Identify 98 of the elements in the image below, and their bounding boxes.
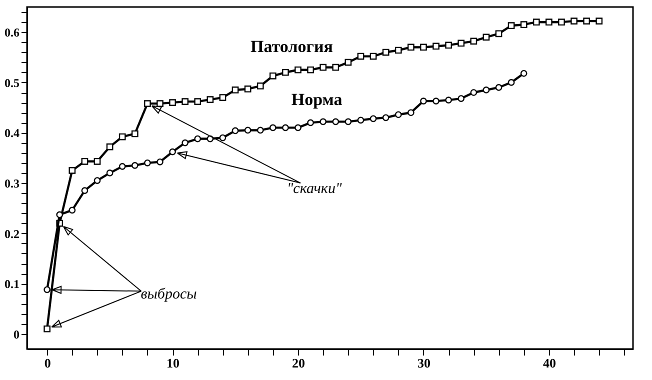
point [394,46,402,54]
x-tick-label: 30 [417,356,430,370]
y-tick-label: 0.1 [4,277,20,292]
y-tick-label: 0.4 [4,126,20,140]
point [458,40,465,47]
point [68,206,76,214]
point [106,143,114,150]
x-tick-label: 40 [542,356,556,370]
annotation: выбросы [140,286,197,303]
point [182,98,189,105]
point [546,18,552,26]
point [118,133,126,140]
point [194,98,202,105]
point [131,130,138,138]
point [344,58,352,66]
point [307,66,314,74]
point [169,148,176,156]
point [256,82,264,90]
point [232,86,239,94]
point [370,115,377,122]
point [81,187,88,194]
point [56,211,64,218]
point [68,167,76,174]
x-tick-label: 10 [166,356,180,370]
point [382,48,390,56]
point [583,18,590,25]
x-tick-label: 20 [292,356,306,370]
point [182,139,189,146]
point [394,111,402,118]
point [244,126,252,134]
point [118,163,126,170]
point [508,79,515,86]
point [44,286,51,294]
point [206,96,214,103]
x-tick-label: 0 [44,356,51,370]
point [532,18,540,26]
y-tick-label: 0.6 [4,26,20,40]
y-tick-label: 0.2 [4,226,20,241]
point [495,30,502,38]
point [495,84,502,91]
point [570,18,578,25]
y-tick-label: 0 [14,327,20,342]
point [269,124,276,132]
point [144,100,151,107]
point [558,18,565,26]
point [244,86,252,92]
point [432,42,440,50]
point [282,68,289,76]
point [94,177,101,184]
point [44,325,51,332]
point [482,34,490,41]
point [520,21,528,28]
point [357,52,364,60]
point [420,44,427,51]
point [156,100,164,107]
point [332,118,340,126]
point [81,158,88,165]
point [256,126,264,134]
point [445,42,452,49]
point [332,64,340,71]
y-tick-label: 0.3 [4,176,20,191]
point [232,127,239,134]
point [156,158,164,166]
y-tick-label: 0.5 [4,76,20,90]
point [144,159,151,166]
point [106,170,114,176]
point [508,22,515,30]
point [320,118,327,126]
point [219,134,226,142]
point [470,89,478,96]
point [294,66,302,74]
point [294,124,302,132]
point [482,86,490,94]
annotation: "скачки" [286,181,342,198]
point [445,96,452,104]
point [596,18,603,25]
point [407,44,414,51]
point [432,98,440,104]
point [520,70,528,77]
point [94,158,101,165]
point [420,98,427,104]
point [131,162,138,169]
point [458,95,465,102]
point [169,99,176,106]
point [219,94,226,101]
point [407,109,414,116]
point [320,64,327,71]
point [357,116,364,124]
point [307,119,314,126]
point [282,124,289,132]
point [194,135,202,142]
series-label: Патология [250,37,333,56]
point [269,72,276,80]
point [470,38,478,45]
point [370,52,377,60]
series-label: Норма [291,90,343,110]
point [382,114,390,122]
point [344,118,352,126]
